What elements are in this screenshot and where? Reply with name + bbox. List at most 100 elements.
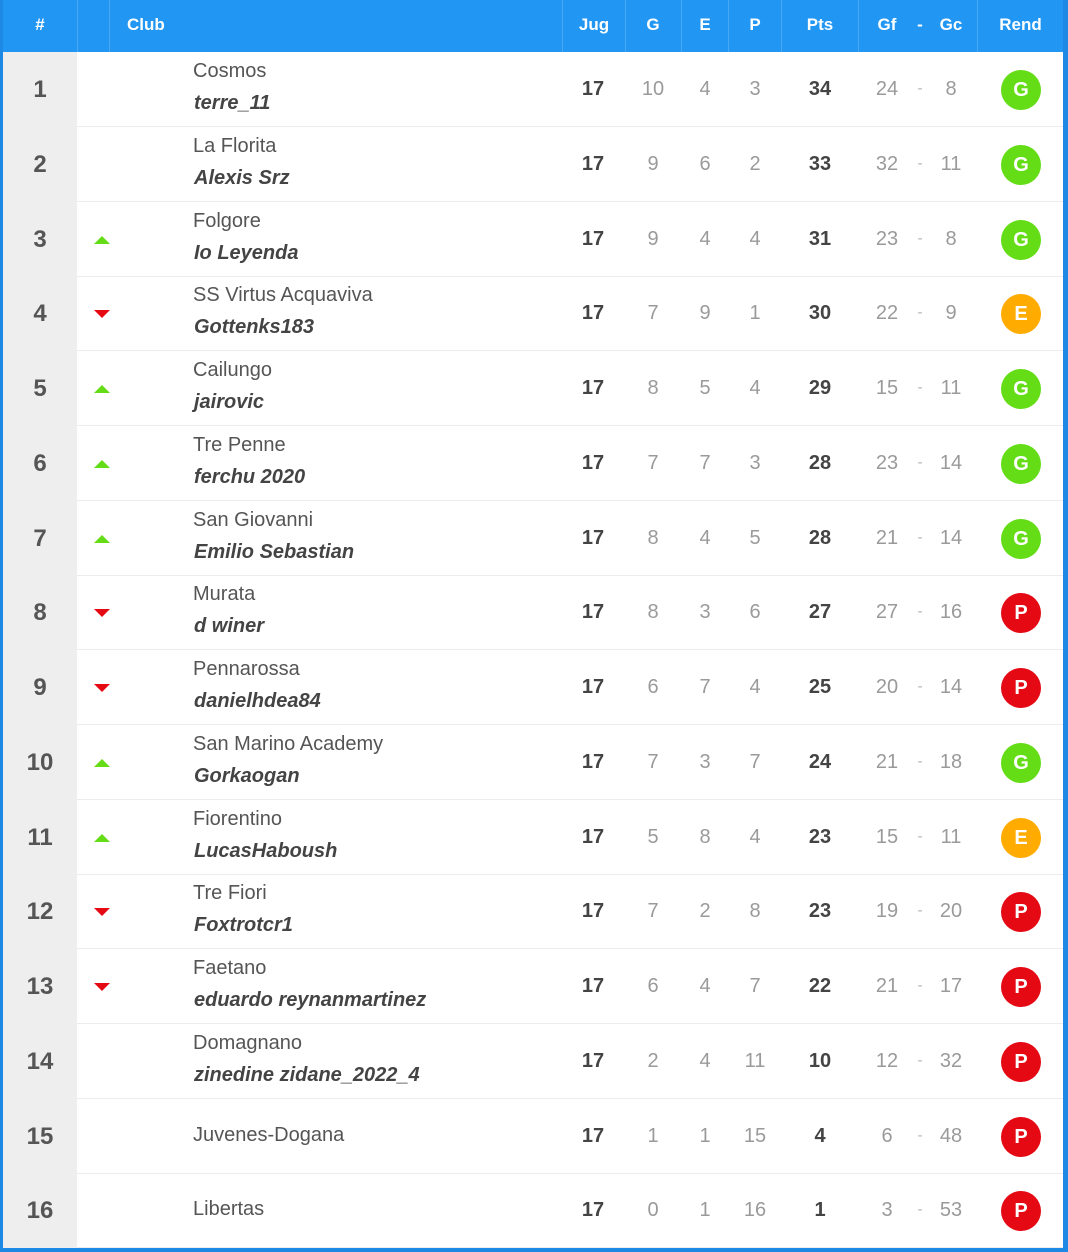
table-row[interactable]: 5 Cailungo jairovic 17 8 5 4 29 15 -11 G [3, 351, 1063, 426]
lost-cell: 1 [749, 302, 761, 324]
table-row[interactable]: 10 San Marino Academy Gorkaogan 17 7 3 7 24 21 -1… [3, 725, 1063, 800]
header-rank[interactable]: # [3, 0, 78, 52]
manager-name[interactable]: Gorkaogan [194, 765, 300, 787]
manager-name[interactable]: Gottenks183 [194, 316, 315, 338]
rank-cell: 1 [3, 52, 77, 127]
table-row[interactable]: 4 SS Virtus Acquaviva Gottenks183 17 7 9 1 30 22… [3, 276, 1063, 351]
points-cell: 24 [808, 751, 832, 773]
header-lost[interactable]: P [729, 0, 782, 52]
drawn-cell: 4 [699, 975, 711, 997]
manager-name[interactable]: jairovic [194, 391, 265, 413]
table-row[interactable]: 8 Murata d winer 17 8 3 6 27 27 -16 P [3, 575, 1063, 650]
club-name[interactable]: Juvenes-Dogana [193, 1124, 345, 1146]
club-name[interactable]: San Giovanni [193, 509, 314, 531]
played-cell: 17 [581, 527, 605, 549]
club-name[interactable]: Tre Fiori [193, 882, 267, 904]
goals-for-cell: 21 [875, 975, 899, 997]
club-name[interactable]: San Marino Academy [193, 733, 384, 755]
lost-cell: 11 [744, 1050, 766, 1072]
won-cell: 6 [647, 676, 659, 698]
manager-name[interactable]: danielhdea84 [194, 690, 321, 712]
club-name[interactable]: Tre Penne [193, 434, 286, 456]
lost-cell: 15 [743, 1125, 767, 1147]
form-badge: P [1001, 593, 1041, 633]
table-row[interactable]: 6 Tre Penne ferchu 2020 17 7 7 3 28 23 -14 G [3, 426, 1063, 501]
table-row[interactable]: 16 Libertas 17 0 1 16 1 3 -53 P [3, 1173, 1063, 1248]
form-badge: G [1001, 444, 1041, 484]
header-trend [78, 0, 110, 52]
goals-for-cell: 20 [875, 676, 899, 698]
points-cell: 29 [808, 377, 832, 399]
drawn-cell: 7 [699, 676, 711, 698]
goals-for-cell: 23 [875, 228, 899, 250]
table-row[interactable]: 13 Faetano eduardo reynanmartinez 17 6 4 7 22 21… [3, 949, 1063, 1024]
club-name[interactable]: Pennarossa [193, 658, 300, 680]
won-cell: 7 [647, 751, 659, 773]
club-name[interactable]: Cailungo [193, 359, 272, 381]
manager-name[interactable]: eduardo reynanmartinez [194, 989, 427, 1011]
rank-cell: 2 [3, 127, 77, 202]
manager-name[interactable]: Emilio Sebastian [194, 541, 355, 563]
club-name[interactable]: Faetano [193, 957, 267, 979]
goals-for-cell: 6 [881, 1125, 893, 1147]
rank-cell: 16 [3, 1173, 77, 1248]
table-row[interactable]: 2 La Florita Alexis Srz 17 9 6 2 33 32 -11 G [3, 127, 1063, 202]
header-played[interactable]: Jug [562, 0, 626, 52]
manager-name[interactable]: Alexis Srz [194, 167, 290, 189]
club-name[interactable]: Fiorentino [193, 808, 282, 830]
played-cell: 17 [581, 302, 605, 324]
goals-sep: - [917, 603, 923, 620]
club-name[interactable]: Libertas [193, 1198, 265, 1220]
manager-name[interactable]: terre_11 [194, 92, 271, 114]
played-cell: 17 [581, 826, 605, 848]
club-name[interactable]: Cosmos [193, 60, 267, 82]
manager-name[interactable]: LucasHaboush [194, 840, 338, 862]
table-row[interactable]: 3 Folgore Io Leyenda 17 9 4 4 31 23 - 8 G [3, 202, 1063, 277]
header-points[interactable]: Pts [782, 0, 859, 52]
lost-cell: 6 [749, 601, 761, 623]
club-name[interactable]: La Florita [193, 135, 277, 157]
goals-for-cell: 22 [875, 302, 899, 324]
header-form[interactable]: Rend [999, 15, 1042, 34]
goals-for-cell: 27 [875, 601, 899, 623]
manager-name[interactable]: zinedine zidane_2022_4 [194, 1064, 420, 1086]
table-row[interactable]: 12 Tre Fiori Foxtrotcr1 17 7 2 8 23 19 -20 P [3, 874, 1063, 949]
rank-cell: 5 [3, 351, 77, 426]
trend-down-icon [94, 684, 110, 692]
rank-cell: 6 [3, 426, 77, 501]
header-drawn[interactable]: E [682, 0, 729, 52]
manager-name[interactable]: Foxtrotcr1 [194, 914, 293, 936]
table-row[interactable]: 7 San Giovanni Emilio Sebastian 17 8 4 5 28 21 -1… [3, 501, 1063, 576]
table-row[interactable]: 1 Cosmos terre_11 17 10 4 3 34 24 - 8 G [3, 52, 1063, 127]
goals-for-cell: 15 [875, 826, 899, 848]
points-cell: 34 [808, 78, 832, 100]
goals-for-cell: 21 [875, 751, 899, 773]
drawn-cell: 8 [699, 826, 711, 848]
table-row[interactable]: 14 Domagnano zinedine zidane_2022_4 17 2 4 11 1… [3, 1024, 1063, 1099]
rank-cell: 15 [3, 1099, 77, 1174]
header-won[interactable]: G [625, 0, 682, 52]
goals-sep: - [917, 828, 923, 845]
played-cell: 17 [581, 1050, 605, 1072]
header-goals-against[interactable]: Gc [925, 0, 978, 52]
manager-name[interactable]: ferchu 2020 [194, 466, 306, 488]
points-cell: 27 [808, 601, 832, 623]
manager-name[interactable]: d winer [194, 615, 265, 637]
drawn-cell: 3 [699, 601, 711, 623]
club-name[interactable]: Murata [193, 583, 256, 605]
goals-against-cell: 17 [939, 975, 963, 997]
club-name[interactable]: SS Virtus Acquaviva [193, 284, 373, 306]
table-row[interactable]: 9 Pennarossa danielhdea84 17 6 7 4 25 20 -14 P [3, 650, 1063, 725]
club-name[interactable]: Domagnano [193, 1032, 302, 1054]
header-club[interactable]: Club [127, 15, 165, 34]
played-cell: 17 [581, 1125, 605, 1147]
header-goals-for[interactable]: Gf [877, 15, 897, 34]
goals-for-cell: 24 [875, 78, 899, 100]
form-badge: G [1001, 519, 1041, 559]
points-cell: 28 [808, 527, 832, 549]
manager-name[interactable]: Io Leyenda [194, 242, 299, 264]
table-row[interactable]: 15 Juvenes-Dogana 17 1 1 15 4 6 -48 P [3, 1099, 1063, 1174]
table-row[interactable]: 11 Fiorentino LucasHaboush 17 5 8 4 23 15-11 E [3, 800, 1063, 875]
club-name[interactable]: Folgore [193, 210, 261, 232]
played-cell: 17 [581, 676, 605, 698]
